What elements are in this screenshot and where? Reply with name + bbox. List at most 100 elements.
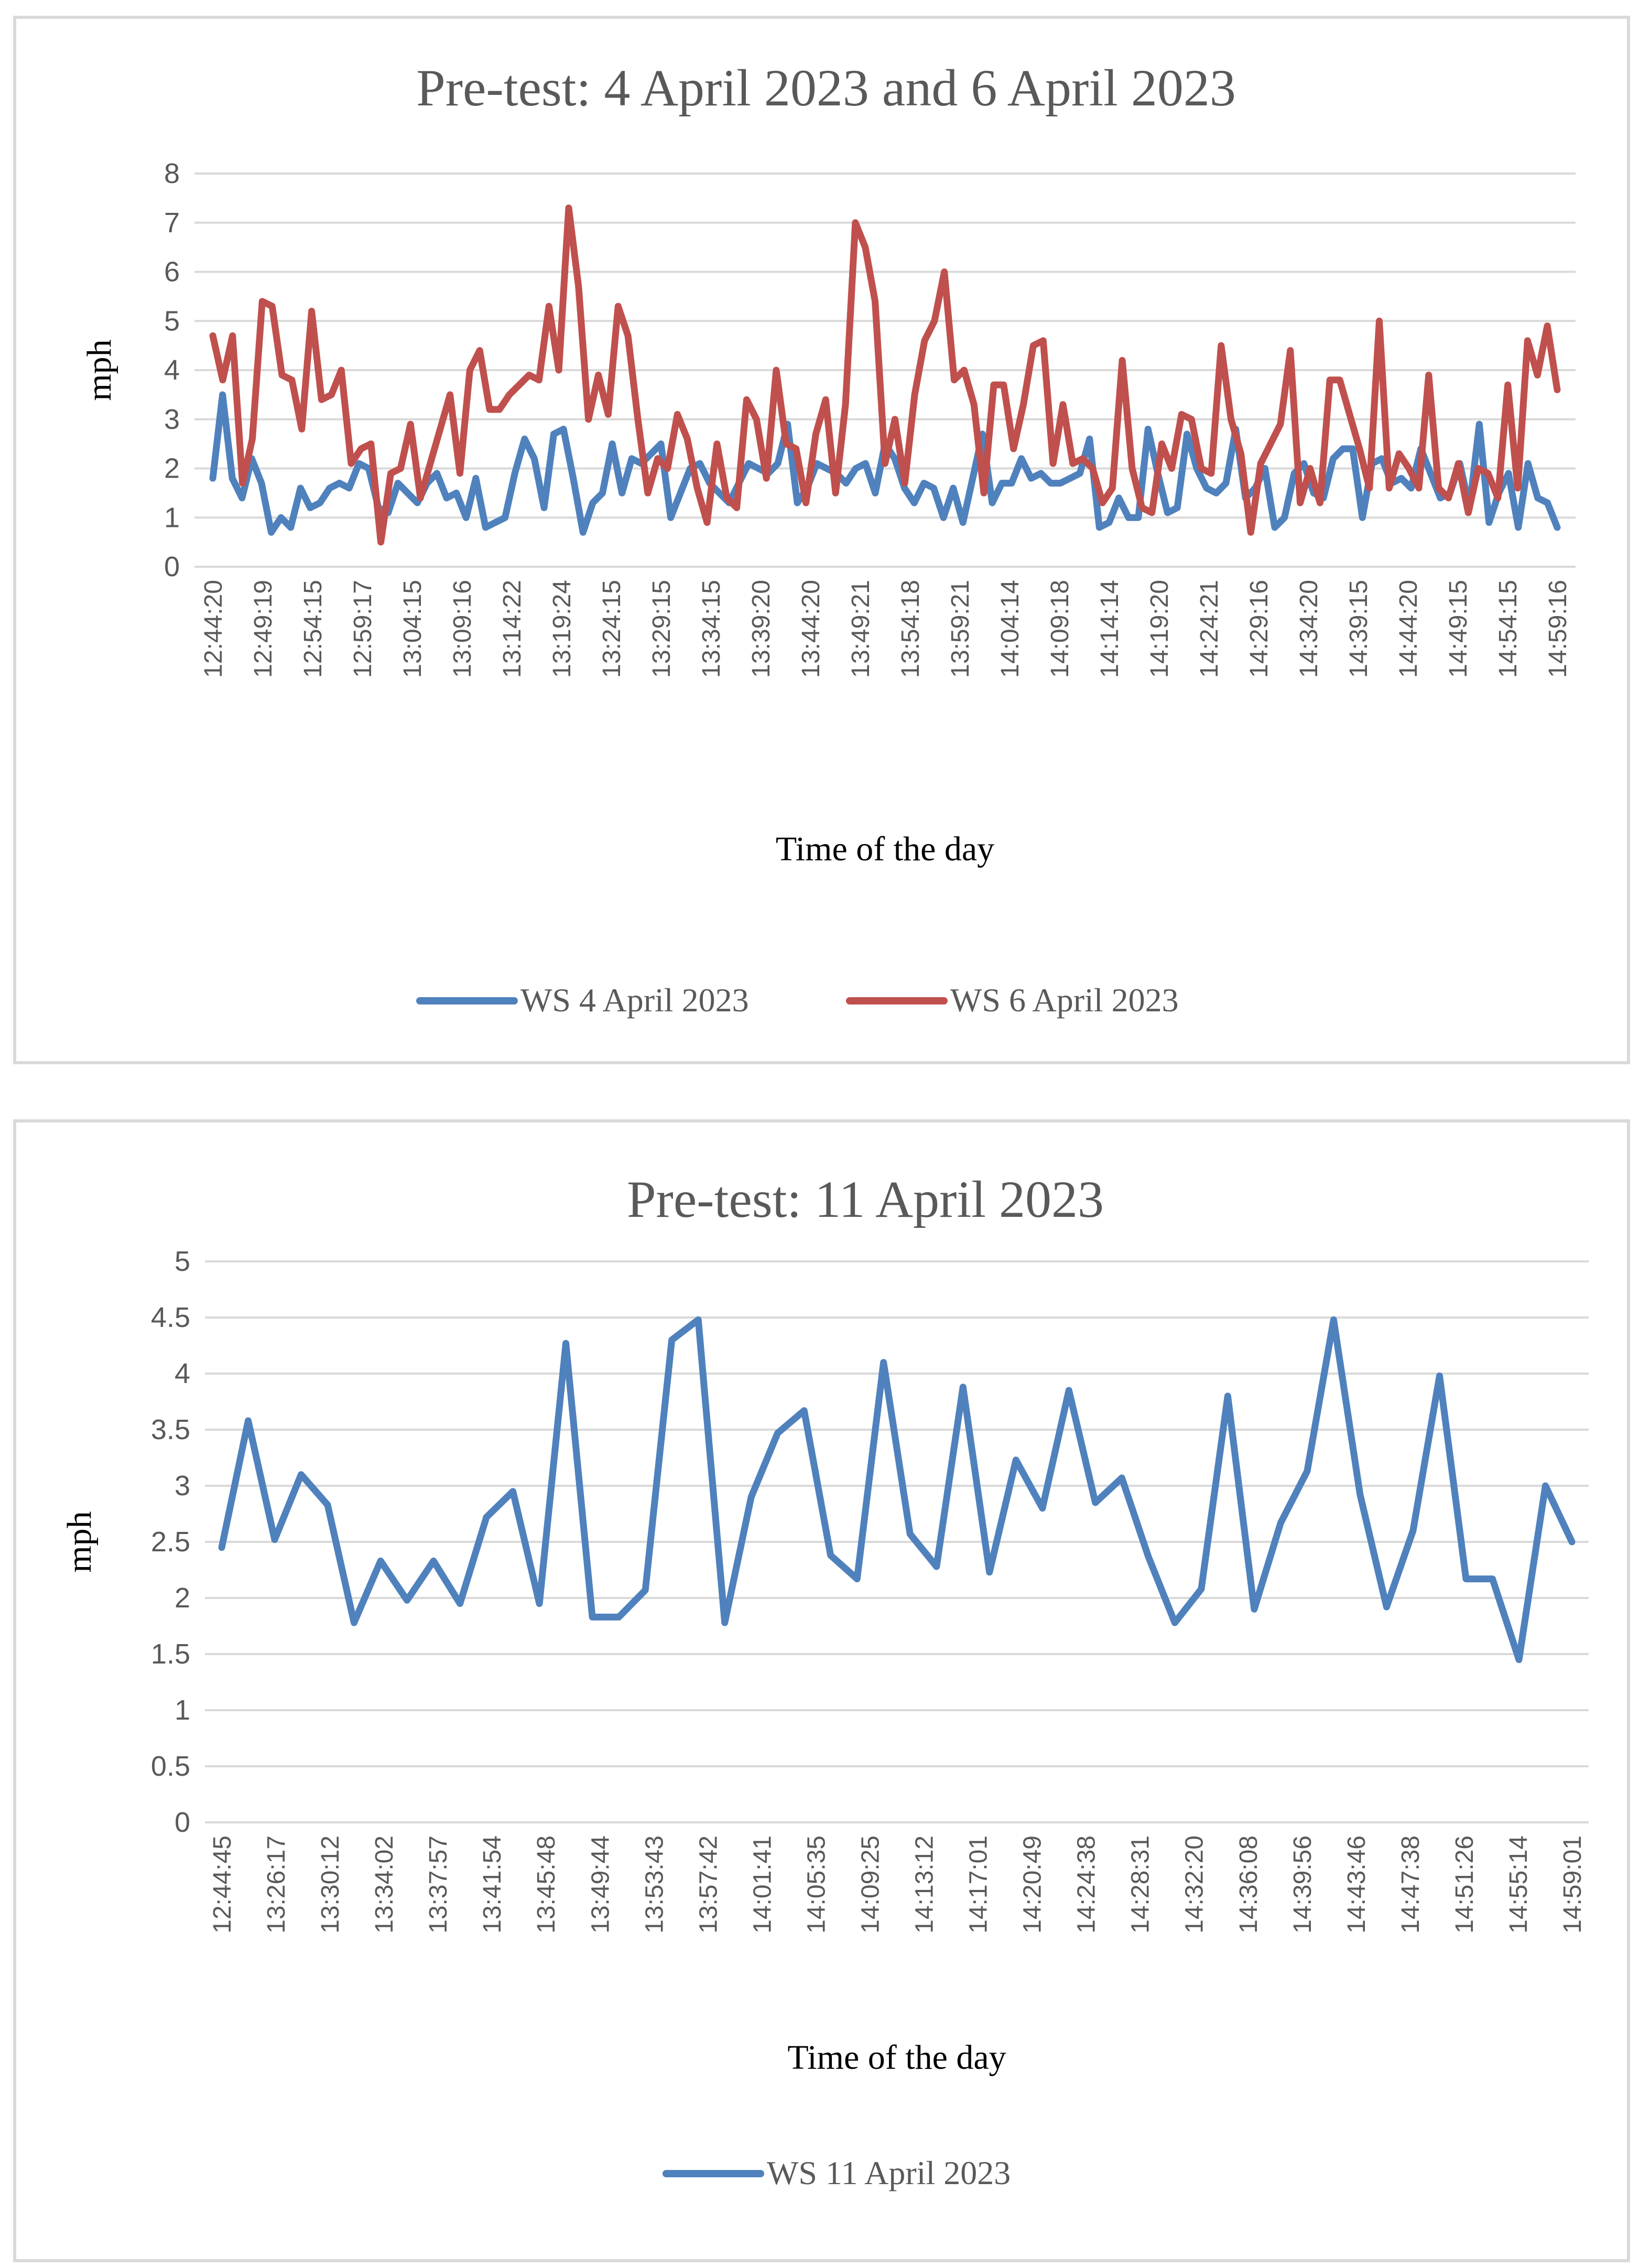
data-point — [369, 442, 373, 446]
data-point — [399, 467, 403, 470]
data-point — [359, 447, 363, 450]
data-point — [873, 299, 877, 303]
y-tick-label: 8 — [164, 158, 180, 189]
data-point — [562, 427, 566, 431]
x-tick-label: 13:14:22 — [498, 580, 526, 678]
y-tick-label: 1 — [175, 1694, 190, 1726]
data-point — [280, 373, 284, 377]
data-point — [448, 393, 452, 396]
data-point — [587, 417, 590, 421]
data-point — [220, 1546, 223, 1549]
data-point — [765, 477, 768, 480]
data-point — [1140, 506, 1144, 510]
data-point — [1209, 471, 1213, 475]
data-point — [1328, 378, 1332, 382]
data-point — [1332, 1318, 1336, 1322]
x-tick-label: 14:32:20 — [1181, 1835, 1209, 1934]
data-point — [419, 496, 422, 500]
chart-1: Pre-test: 4 April 2023 and 6 April 2023 0… — [80, 59, 1576, 1019]
data-point — [338, 481, 341, 485]
data-point — [1358, 447, 1361, 450]
data-point — [1305, 1470, 1309, 1473]
data-point — [1487, 521, 1491, 524]
data-point — [269, 531, 273, 534]
data-point — [1536, 496, 1539, 500]
data-point — [794, 447, 798, 450]
data-point — [853, 221, 857, 224]
data-point — [834, 491, 838, 495]
data-point — [1160, 442, 1164, 446]
data-point — [932, 319, 936, 323]
data-point — [299, 487, 302, 490]
data-point — [273, 1538, 277, 1541]
data-point — [1377, 319, 1381, 323]
data-point — [497, 408, 501, 411]
y-tick-label: 5 — [164, 305, 180, 337]
data-point — [246, 1419, 250, 1422]
data-point — [1176, 506, 1179, 510]
data-point — [952, 378, 956, 382]
data-point — [1229, 417, 1233, 421]
x-tick-label: 13:49:44 — [587, 1835, 614, 1934]
data-point — [1166, 511, 1169, 514]
data-point — [679, 491, 682, 495]
x-tick-label: 14:28:31 — [1127, 1835, 1155, 1934]
x-tick-label: 14:20:49 — [1019, 1835, 1047, 1934]
x-tick-label: 13:41:54 — [479, 1835, 506, 1934]
data-point — [814, 432, 818, 436]
data-point — [577, 285, 580, 288]
data-point — [330, 393, 333, 396]
data-point — [1190, 417, 1193, 421]
data-point — [913, 393, 917, 396]
x-tick-label: 14:39:15 — [1345, 580, 1373, 678]
x-tick-label: 14:34:20 — [1295, 580, 1323, 678]
data-point — [445, 496, 449, 500]
data-point — [1239, 452, 1243, 456]
y-tick-label: 0 — [175, 1807, 190, 1838]
data-point — [626, 334, 630, 338]
data-point — [1081, 457, 1084, 460]
data-point — [1108, 521, 1111, 524]
data-point — [676, 413, 679, 416]
data-point — [829, 1553, 832, 1557]
data-point — [1437, 487, 1440, 490]
data-point — [513, 471, 517, 475]
x-tick-label: 14:49:15 — [1445, 580, 1472, 678]
data-point — [1032, 344, 1035, 348]
data-point — [1098, 526, 1101, 529]
data-point — [348, 487, 351, 490]
data-point — [656, 457, 659, 460]
data-point — [854, 467, 857, 470]
data-point — [1279, 1521, 1283, 1525]
data-point — [903, 481, 907, 485]
data-point — [1010, 481, 1014, 485]
data-point — [659, 442, 663, 446]
data-point — [318, 501, 322, 505]
data-point — [1088, 437, 1091, 441]
x-tick-label: 14:36:08 — [1235, 1835, 1263, 1934]
data-point — [428, 462, 432, 466]
data-point — [942, 270, 946, 274]
data-point — [1380, 457, 1384, 460]
y-axis-label: mph — [60, 1511, 99, 1572]
data-point — [289, 526, 292, 529]
data-point — [357, 462, 361, 466]
y-axis-label: mph — [80, 339, 118, 401]
x-tick-label: 14:24:38 — [1073, 1835, 1101, 1934]
x-tick-label: 14:43:46 — [1343, 1835, 1371, 1934]
data-point — [260, 299, 264, 303]
y-tick-label: 4.5 — [151, 1302, 190, 1333]
data-point — [1486, 471, 1490, 475]
data-point — [606, 413, 610, 416]
data-point — [379, 1559, 383, 1563]
x-tick-label: 13:26:17 — [263, 1835, 290, 1934]
data-point — [1269, 442, 1273, 446]
data-point — [1556, 388, 1559, 392]
data-point — [488, 408, 492, 411]
x-tick-label: 13:57:42 — [694, 1835, 722, 1934]
data-point — [1224, 481, 1228, 485]
x-tick-label: 14:19:20 — [1146, 580, 1174, 678]
data-point — [564, 1342, 568, 1345]
data-point — [961, 1385, 965, 1389]
data-point — [649, 452, 653, 456]
